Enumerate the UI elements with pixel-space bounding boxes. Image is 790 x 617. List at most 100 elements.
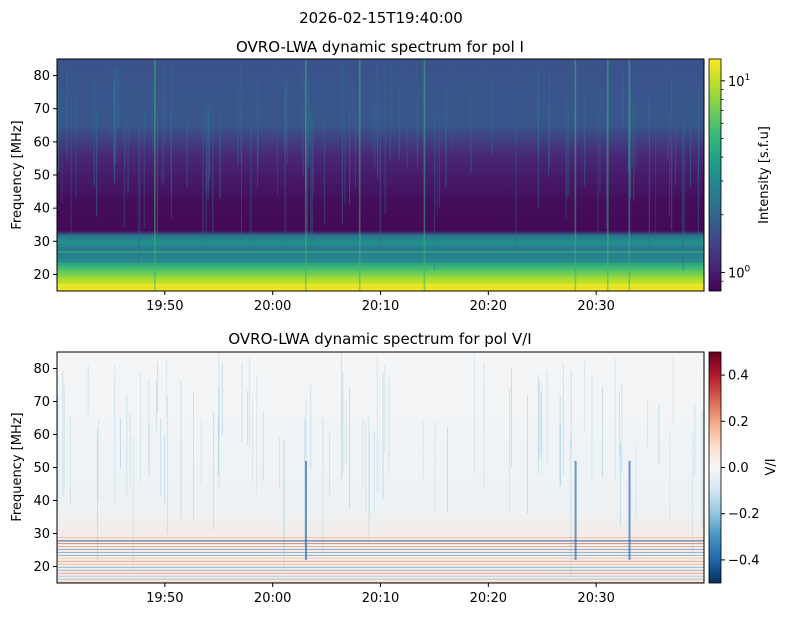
texture-streak — [310, 111, 312, 251]
texture-band — [57, 566, 704, 568]
texture-streak — [548, 104, 550, 177]
texture-streak — [250, 125, 252, 246]
texture-streak — [93, 76, 95, 187]
texture-streak — [540, 392, 542, 455]
texture-band — [57, 251, 704, 253]
colorbar-tick-label: 0.2 — [728, 415, 749, 430]
texture-streak — [605, 111, 607, 229]
texture-streak — [514, 59, 516, 144]
texture-streak — [237, 83, 239, 166]
xtick-label: 20:10 — [362, 299, 399, 314]
texture-streak — [621, 384, 623, 473]
texture-streak — [566, 127, 568, 198]
texture-streak — [252, 398, 254, 484]
texture-streak — [436, 105, 438, 215]
texture-streak — [285, 81, 287, 156]
texture-streak — [671, 80, 673, 231]
texture-streak — [126, 394, 128, 495]
texture-streak — [152, 81, 154, 152]
texture-streak — [110, 63, 112, 142]
texture-streak — [384, 64, 386, 215]
ytick-label: 30 — [33, 235, 50, 250]
ytick-label: 60 — [33, 135, 50, 150]
texture-streak — [631, 82, 633, 167]
texture-streak — [205, 102, 207, 254]
texture-streak — [127, 92, 129, 194]
texture-streak — [207, 110, 209, 201]
texture-streak — [672, 354, 674, 424]
texture-band — [57, 551, 704, 553]
ytick-label: 40 — [33, 202, 50, 217]
texture-streak — [584, 98, 586, 187]
texture-streak — [597, 111, 599, 241]
texture-streak — [406, 62, 408, 169]
texture-band — [57, 578, 704, 580]
texture-streak — [58, 80, 60, 172]
texture-streak — [209, 105, 211, 181]
texture-streak — [341, 64, 343, 224]
texture-streak — [681, 114, 683, 270]
burst-streak — [574, 59, 577, 291]
texture-streak — [129, 413, 131, 488]
texture-streak — [137, 114, 139, 266]
ytick-label: 60 — [33, 428, 50, 443]
texture-streak — [483, 362, 485, 487]
texture-streak — [308, 76, 310, 167]
texture-band — [57, 563, 704, 565]
texture-streak — [570, 370, 572, 448]
texture-streak — [559, 395, 561, 486]
texture-streak — [546, 371, 548, 466]
texture-streak — [473, 355, 475, 474]
texture-band — [57, 572, 704, 574]
burst-streak — [574, 460, 577, 560]
texture-streak — [470, 77, 472, 174]
texture-streak — [369, 433, 371, 523]
texture-streak — [302, 65, 304, 178]
texture-streak — [697, 90, 699, 240]
texture-streak — [256, 374, 258, 496]
texture-streak — [344, 125, 346, 204]
texture-streak — [69, 415, 71, 505]
texture-streak — [541, 385, 543, 471]
texture-streak — [117, 68, 119, 128]
texture-streak — [166, 396, 168, 534]
ytick-label: 80 — [33, 69, 50, 84]
texture-streak — [701, 410, 703, 529]
texture-band — [57, 549, 704, 551]
texture-streak — [124, 87, 126, 169]
texture-streak — [219, 113, 221, 199]
ytick-label: 70 — [33, 102, 50, 117]
texture-streak — [205, 116, 207, 193]
texture-streak — [362, 418, 364, 487]
texture-streak — [389, 61, 391, 161]
texture-streak — [340, 352, 342, 482]
texture-streak — [96, 110, 98, 217]
texture-streak — [301, 69, 303, 165]
texture-streak — [186, 95, 188, 187]
texture-streak — [342, 371, 344, 474]
texture-streak — [658, 405, 660, 463]
texture-streak — [509, 387, 511, 511]
texture-streak — [568, 108, 570, 196]
burst-streak — [628, 59, 631, 291]
texture-streak — [692, 434, 694, 555]
texture-streak — [622, 70, 624, 129]
burst-streak — [606, 59, 609, 291]
chart-title-pol-i: OVRO-LWA dynamic spectrum for pol I — [236, 38, 524, 56]
texture-streak — [570, 438, 572, 577]
colorbar-tick-label: 101 — [728, 73, 750, 90]
ytick-label: 80 — [33, 362, 50, 377]
texture-streak — [452, 67, 454, 152]
texture-streak — [287, 75, 289, 164]
chart-title-pol-vi: OVRO-LWA dynamic spectrum for pol V/I — [228, 330, 531, 348]
texture-band — [57, 277, 704, 280]
texture-streak — [132, 436, 134, 571]
texture-streak — [349, 387, 351, 509]
texture-streak — [305, 400, 307, 488]
texture-streak — [170, 105, 172, 195]
xtick-label: 20:30 — [577, 591, 614, 606]
texture-streak — [148, 380, 150, 469]
texture-streak — [619, 442, 621, 527]
texture-streak — [114, 80, 116, 184]
texture-streak — [415, 60, 417, 153]
